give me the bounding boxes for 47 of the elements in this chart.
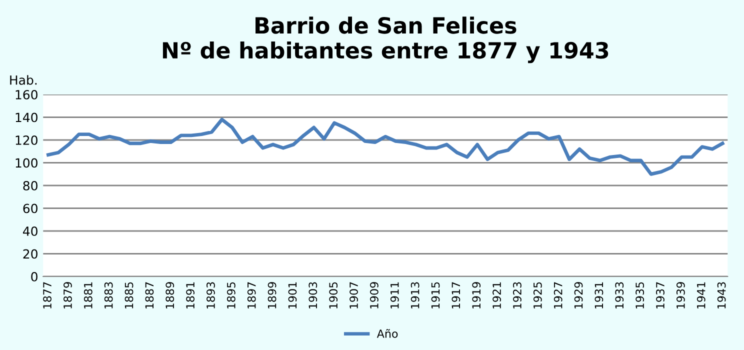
x-tick-label: 1915: [431, 282, 440, 308]
x-tick-label: 1941: [696, 282, 706, 308]
x-tick-label: 1927: [554, 282, 562, 308]
x-tick-label: 1907: [350, 282, 358, 308]
y-tick-label: 0: [31, 272, 38, 282]
x-tick-label: 1893: [206, 282, 215, 308]
y-tick-label: 20: [23, 249, 38, 259]
x-tick-label: 1921: [492, 282, 501, 308]
x-tick-label: 1939: [676, 282, 685, 308]
y-tick-label: 80: [23, 180, 38, 190]
y-tick-label: 40: [22, 226, 38, 236]
x-tick-label: 1885: [124, 282, 134, 308]
x-tick-label: 1913: [410, 282, 420, 308]
y-tick-label: 140: [16, 112, 38, 122]
y-axis-title: Hab.: [10, 75, 37, 85]
x-tick-label: 1917: [452, 282, 460, 308]
y-tick-label: 100: [16, 158, 38, 168]
x-tick-label: 1931: [594, 282, 604, 308]
y-tick-label: 120: [16, 135, 38, 145]
x-tick-label: 1923: [513, 282, 522, 308]
x-tick-label: 1895: [226, 282, 236, 308]
x-tick-label: 1933: [615, 282, 624, 308]
chart-title: Barrio de San Felices Nº de habitantes entre 1877 y 1943: [162, 16, 608, 64]
x-tick-label: 1925: [533, 282, 542, 308]
x-tick-label: 1909: [370, 282, 378, 308]
x-tick-label: 1899: [268, 282, 276, 308]
x-tick-label: 1877: [43, 282, 52, 308]
x-tick-label: 1905: [329, 282, 338, 308]
x-tick-label: 1929: [574, 282, 583, 308]
line-series: [46, 118, 724, 176]
legend-label: Año: [376, 329, 398, 338]
x-tick-label: 1887: [145, 282, 154, 308]
x-tick-label: 1879: [64, 282, 72, 308]
x-tick-label: 1919: [472, 282, 481, 308]
x-tick-label: 1881: [84, 282, 92, 308]
x-tick-label: 1901: [288, 282, 297, 308]
x-tick-label: 1937: [656, 282, 664, 308]
x-tick-label: 1943: [717, 282, 726, 308]
x-tick-label: 1883: [104, 282, 113, 308]
x-tick-label: 1903: [308, 282, 318, 308]
x-tick-label: 1889: [166, 282, 174, 308]
x-tick-label: 1911: [390, 282, 399, 308]
x-tick-label: 1935: [636, 282, 644, 308]
x-tick-label: 1897: [247, 282, 256, 308]
y-tick-label: 60: [23, 204, 38, 214]
x-tick-label: 1891: [186, 282, 195, 308]
y-tick-label: 160: [16, 90, 38, 100]
